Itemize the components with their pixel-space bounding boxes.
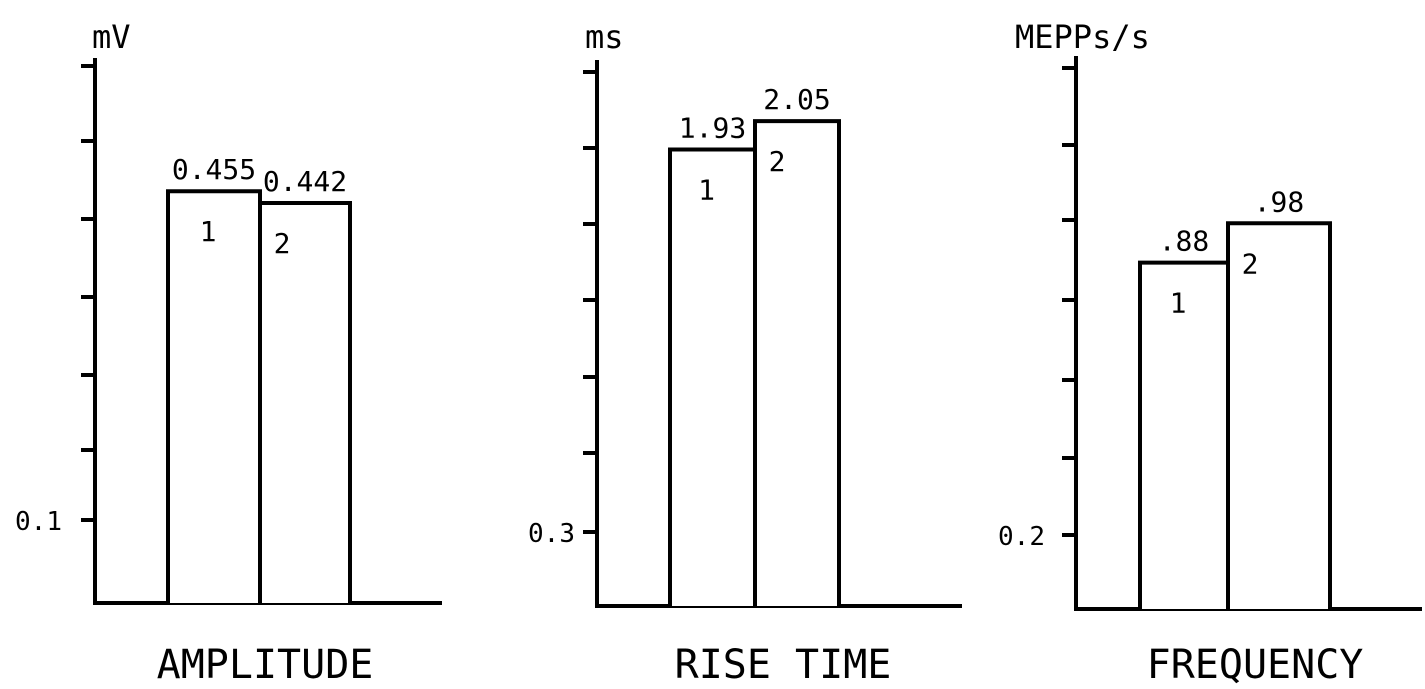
bar-value-label: .98 <box>1254 185 1305 218</box>
y-tick-label: 0.1 <box>15 507 62 537</box>
y-unit-label: MEPPs/s <box>1015 18 1150 56</box>
bar-value-label: .88 <box>1159 225 1210 258</box>
chart-panel: 0.1 mV 0.455 1 0.442 2 AMPLITUDE <box>15 18 442 688</box>
bar <box>668 147 757 606</box>
bar <box>753 119 841 606</box>
x-axis-label: AMPLITUDE <box>157 642 374 688</box>
bar-value-label: 2.05 <box>763 83 830 116</box>
y-tick-label: 0.3 <box>528 519 575 549</box>
bar-category-label: 2 <box>1242 247 1259 280</box>
x-axis-label: RISE TIME <box>675 642 892 688</box>
bar-value-label: 1.93 <box>679 112 746 145</box>
y-unit-label: ms <box>585 18 624 56</box>
bar <box>166 189 262 603</box>
bar-category-label: 1 <box>698 174 715 207</box>
bar <box>1226 221 1332 609</box>
chart-panel: 0.3 ms 1.93 1 2.05 2 RISE TIME <box>528 18 962 688</box>
x-axis-label: FREQUENCY <box>1147 642 1364 688</box>
bar-category-label: 1 <box>200 215 217 248</box>
bar-category-label: 2 <box>274 227 291 260</box>
bar <box>258 200 352 603</box>
y-tick-label: 0.2 <box>998 522 1045 552</box>
bar-value-label: 0.455 <box>172 153 256 186</box>
chart-panel: 0.2 MEPPs/s .88 1 .98 2 FREQUENCY <box>998 18 1422 688</box>
bar-category-label: 2 <box>769 145 786 178</box>
y-unit-label: mV <box>92 18 131 56</box>
bar-value-label: 0.442 <box>263 165 347 198</box>
bar-category-label: 1 <box>1170 287 1187 320</box>
